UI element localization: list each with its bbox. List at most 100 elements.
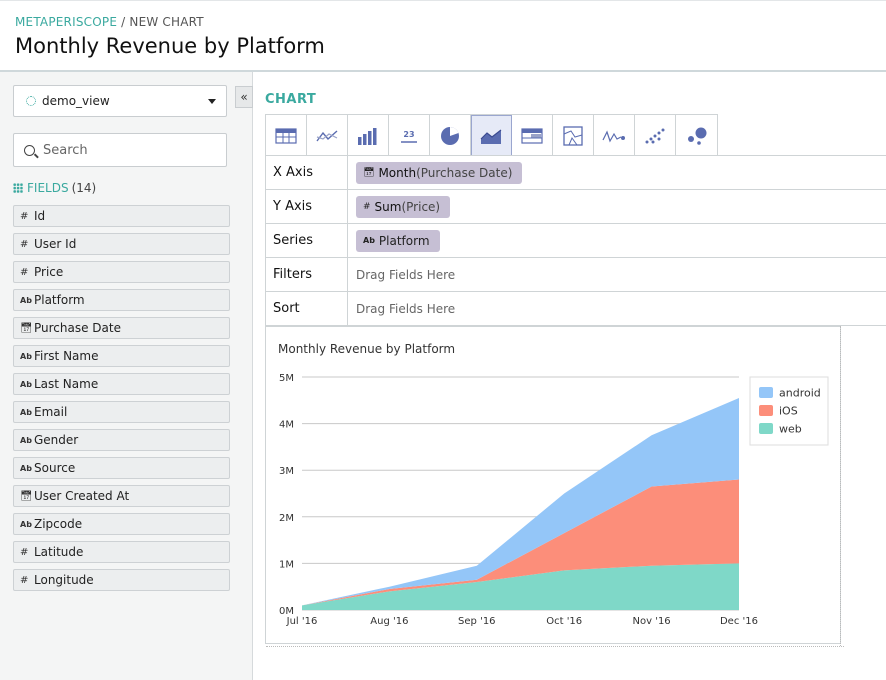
x-axis-row: X Axis 📅︎ Month (Purchase Date) <box>265 156 886 190</box>
area-series-web <box>302 563 739 610</box>
field-name: Gender <box>34 433 79 447</box>
x-axis-label: X Axis <box>266 156 348 189</box>
legend-swatch-android <box>759 387 773 398</box>
y-axis-field: (Price) <box>401 199 441 214</box>
number-type-icon: # <box>20 210 29 222</box>
y-axis-pill[interactable]: # Sum (Price) <box>356 195 451 218</box>
number-type-icon: # <box>20 574 29 586</box>
x-tick-label: Nov '16 <box>633 616 671 627</box>
number-icon: 23 <box>401 130 417 143</box>
field-name: Id <box>34 209 46 223</box>
legend-label-web: web <box>779 423 802 436</box>
area-icon <box>480 129 502 144</box>
field-item[interactable]: Ab First Name <box>13 345 230 367</box>
x-axis-pill[interactable]: 📅︎ Month (Purchase Date) <box>356 161 523 184</box>
chart-type-line[interactable] <box>307 115 348 156</box>
series-row: Series Ab Platform <box>265 224 886 258</box>
field-name: Zipcode <box>34 517 83 531</box>
sort-row: Sort Drag Fields Here <box>265 292 886 326</box>
area-chart: 0M 1M 2M 3M 4M 5M Jul '16 Aug '16 Sep '16 Oct '16… <box>279 373 829 627</box>
page-title: Monthly Revenue by Platform <box>15 34 325 58</box>
field-item[interactable]: # Latitude <box>13 541 230 563</box>
canvas-guide-vertical <box>840 326 841 646</box>
series-field: Platform <box>378 233 430 248</box>
number-icon-text: 23 <box>403 130 414 139</box>
field-item[interactable]: Ab Gender <box>13 429 230 451</box>
collapse-sidebar-button[interactable]: « <box>235 86 253 108</box>
area-series-ios <box>302 479 739 606</box>
chart-type-scatter[interactable] <box>635 115 676 156</box>
chart-type-number[interactable]: 23 <box>389 115 430 156</box>
y-axis-label: Y Axis <box>266 190 348 223</box>
field-name: Last Name <box>34 377 99 391</box>
field-item[interactable]: # User Id <box>13 233 230 255</box>
y-axis-func: Sum <box>374 199 402 214</box>
field-item[interactable]: Ab Platform <box>13 289 230 311</box>
search-input[interactable] <box>43 142 213 158</box>
text-type-icon: Ab <box>20 407 32 417</box>
breadcrumb-app-link[interactable]: METAPERISCOPE <box>15 15 118 29</box>
chart-type-bubble[interactable] <box>676 115 717 156</box>
view-select[interactable]: demo_view <box>13 85 227 117</box>
y-tick-label: 3M <box>279 466 294 477</box>
field-item[interactable]: Ab Last Name <box>13 373 230 395</box>
y-tick-label: 0M <box>279 606 294 617</box>
y-tick-label: 5M <box>279 373 294 384</box>
fields-count: (14) <box>71 181 97 195</box>
number-type-icon: # <box>363 201 371 212</box>
field-name: Longitude <box>34 573 94 587</box>
chart-type-sparkline[interactable] <box>594 115 635 156</box>
chart-type-pivot[interactable] <box>512 115 553 156</box>
calendar-icon: 📅︎ <box>363 167 375 178</box>
y-tick-label: 4M <box>279 420 294 431</box>
legend-swatch-web <box>759 423 773 434</box>
legend-label-ios: iOS <box>779 405 798 418</box>
chart-type-map[interactable] <box>553 115 594 156</box>
sidebar: demo_view « FIELDS (14) # Id # User Id # Pric… <box>0 72 253 680</box>
area-series-android <box>302 397 739 606</box>
chart-type-pie[interactable] <box>430 115 471 156</box>
bar-icon <box>358 127 377 145</box>
chart-type-table[interactable] <box>266 115 307 156</box>
legend-label-android: android <box>779 387 821 400</box>
breadcrumb: METAPERISCOPE / NEW CHART <box>15 15 204 29</box>
field-name: Purchase Date <box>34 321 121 335</box>
calendar-icon: 📅︎ <box>20 490 33 502</box>
x-tick-label: Dec '16 <box>720 616 758 627</box>
field-search[interactable] <box>13 133 227 167</box>
text-type-icon: Ab <box>363 236 375 245</box>
field-item[interactable]: Ab Zipcode <box>13 513 230 535</box>
canvas-guide-horizontal <box>266 646 844 647</box>
field-item[interactable]: Ab Source <box>13 457 230 479</box>
field-item[interactable]: # Id <box>13 205 230 227</box>
view-select-value: demo_view <box>42 94 110 108</box>
field-item[interactable]: Ab Email <box>13 401 230 423</box>
chart-preview: Monthly Revenue by Platform 0M 1M 2M 3M 4M 5M… <box>265 326 841 644</box>
field-item[interactable]: # Longitude <box>13 569 230 591</box>
field-item[interactable]: 📅︎ Purchase Date <box>13 317 230 339</box>
search-icon <box>24 144 35 156</box>
filters-row: Filters Drag Fields Here <box>265 258 886 292</box>
breadcrumb-current: NEW CHART <box>129 15 204 29</box>
series-label: Series <box>266 224 348 257</box>
field-name: Email <box>34 405 68 419</box>
field-item[interactable]: # Price <box>13 261 230 283</box>
filters-drop-zone[interactable]: Drag Fields Here <box>356 267 456 282</box>
fields-label: FIELDS <box>27 181 69 195</box>
filters-label: Filters <box>266 258 348 291</box>
y-tick-label: 1M <box>279 559 294 570</box>
line-icon <box>316 129 338 141</box>
series-pill[interactable]: Ab Platform <box>356 229 440 252</box>
encodings-panel: X Axis 📅︎ Month (Purchase Date) Y Axis # … <box>265 155 886 326</box>
sort-drop-zone[interactable]: Drag Fields Here <box>356 301 456 316</box>
x-tick-label: Oct '16 <box>546 616 582 627</box>
chart-type-bar[interactable] <box>348 115 389 156</box>
field-name: Platform <box>34 293 85 307</box>
text-type-icon: Ab <box>20 519 32 529</box>
field-item[interactable]: 📅︎ User Created At <box>13 485 230 507</box>
chart-type-area[interactable] <box>471 115 512 156</box>
number-type-icon: # <box>20 238 29 250</box>
pivot-icon <box>521 127 543 144</box>
field-name: Source <box>34 461 76 475</box>
chevron-down-icon <box>208 99 216 104</box>
